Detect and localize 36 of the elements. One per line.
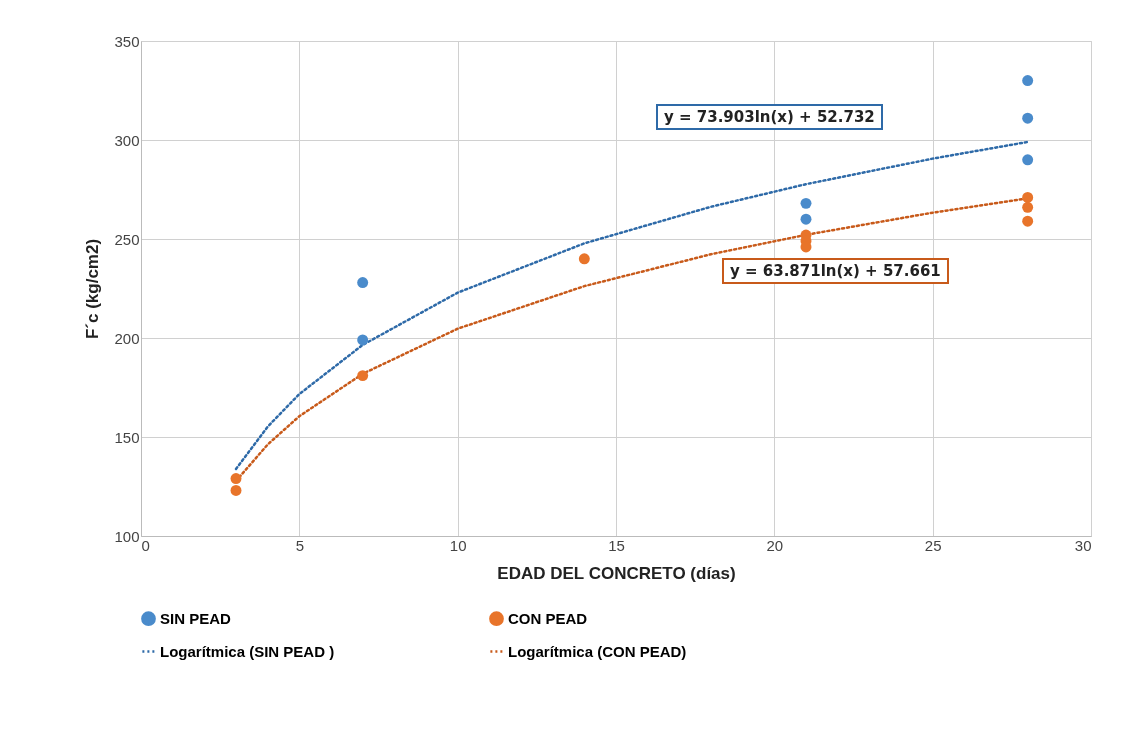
point	[1022, 201, 1034, 213]
annotation: y = 63.871ln(x) + 57.661	[722, 258, 949, 284]
line-series	[234, 140, 1029, 471]
y-tick-label: 200	[114, 329, 140, 347]
legend-label: SIN PEAD	[160, 609, 232, 627]
point	[1022, 191, 1034, 203]
x-tick-label: 5	[295, 536, 305, 554]
y-tick-label: 100	[114, 527, 140, 545]
x-axis-title: EDAD DEL CONCRETO (días)	[497, 563, 736, 583]
x-tick-label: 0	[141, 536, 150, 554]
x-tick-label: 30	[1074, 536, 1092, 554]
point	[1022, 215, 1034, 227]
legend-label: Logarítmica (CON PEAD)	[508, 642, 687, 660]
y-tick-label: 350	[114, 32, 140, 50]
y-tick-label: 250	[114, 230, 140, 248]
point	[357, 334, 369, 346]
point	[1022, 75, 1034, 87]
x-tick-label: 15	[608, 536, 625, 554]
point	[800, 197, 812, 209]
point	[357, 277, 369, 289]
point	[230, 484, 242, 496]
x-tick-label: 10	[449, 536, 467, 554]
y-tick-label: 300	[114, 131, 140, 149]
point	[578, 253, 590, 265]
point	[357, 370, 369, 382]
x-tick-label: 25	[924, 536, 942, 554]
legend-label: CON PEAD	[508, 609, 588, 627]
point	[800, 213, 812, 225]
point	[1022, 154, 1034, 166]
y-tick-label: 150	[114, 428, 140, 446]
legend-label: Logarítmica (SIN PEAD )	[160, 642, 335, 660]
y-axis-title: F´c (kg/cm2)	[83, 238, 103, 340]
annotation: y = 73.903ln(x) + 52.732	[656, 104, 883, 130]
x-tick-label: 20	[766, 536, 784, 554]
point	[230, 473, 242, 485]
point	[1022, 112, 1034, 124]
